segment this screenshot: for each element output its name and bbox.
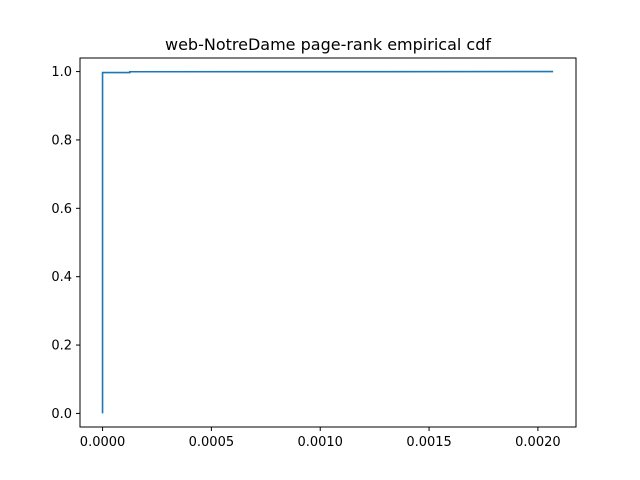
series-group <box>101 70 554 414</box>
plot-area <box>80 58 576 427</box>
x-tick-label: 0.0015 <box>406 435 452 450</box>
y-axis: 0.0 0.2 0.4 0.6 0.8 1.0 <box>51 65 80 422</box>
cdf-series-line-0 <box>101 70 554 414</box>
y-tick-label: 1.0 <box>51 65 72 80</box>
x-tick-label: 0.0020 <box>515 435 561 450</box>
y-tick-label: 0.2 <box>51 339 72 354</box>
y-tick-label: 0.0 <box>51 407 72 422</box>
y-tick-label: 0.8 <box>51 133 72 148</box>
axes-frame <box>79 57 577 428</box>
y-tick-label: 0.6 <box>51 202 72 217</box>
x-tick-label: 0.0005 <box>189 435 235 450</box>
chart-title: web-NotreDame page-rank empirical cdf <box>165 35 491 54</box>
x-tick-label: 0.0000 <box>80 435 126 450</box>
x-axis: 0.0000 0.0005 0.0010 0.0015 0.0020 <box>80 427 561 450</box>
x-tick-label: 0.0010 <box>297 435 343 450</box>
y-tick-label: 0.4 <box>51 270 72 285</box>
